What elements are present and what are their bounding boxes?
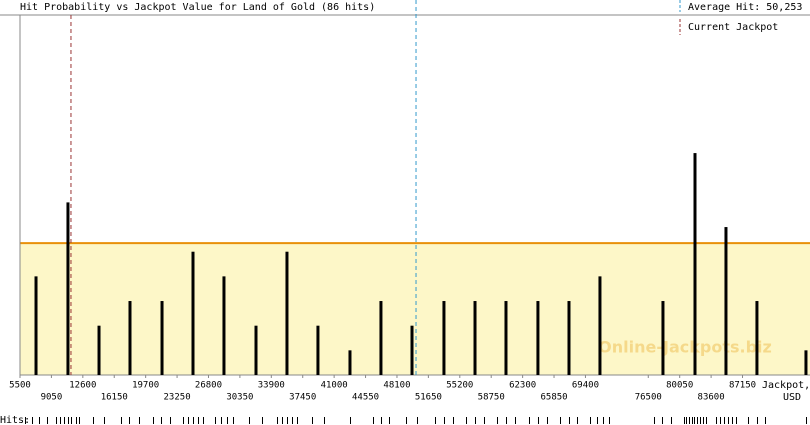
bar	[804, 350, 808, 375]
bar	[34, 276, 38, 375]
bar	[191, 251, 195, 375]
bar	[755, 301, 759, 375]
bar	[567, 301, 571, 375]
x-tick-label: 33900	[258, 381, 285, 391]
bar	[442, 301, 446, 375]
bar	[66, 202, 70, 375]
x-tick-label: 87150	[729, 381, 756, 391]
x-tick-label: 65850	[540, 393, 567, 403]
x-tick-label: 69400	[572, 381, 599, 391]
bar	[316, 325, 320, 375]
x-tick-label: 62300	[509, 381, 536, 391]
x-tick-label: 5500	[9, 381, 31, 391]
hits-label: Hits:	[0, 415, 30, 425]
bar	[128, 301, 132, 375]
bar	[410, 325, 414, 375]
x-tick-label: 19700	[132, 381, 159, 391]
bar	[724, 227, 728, 375]
watermark: Online-Jackpots.biz	[598, 338, 772, 357]
bar	[285, 251, 289, 375]
x-tick-label: 30350	[226, 393, 253, 403]
bar	[693, 153, 697, 375]
x-tick-label: 48100	[383, 381, 410, 391]
bar	[504, 301, 508, 375]
x-tick-label: 26800	[195, 381, 222, 391]
x-tick-label: 9050	[41, 393, 63, 403]
average-band	[20, 243, 810, 375]
x-tick-label: 76500	[635, 393, 662, 403]
x-tick-label: 58750	[478, 393, 505, 403]
x-tick-label: 44550	[352, 393, 379, 403]
bar	[348, 350, 352, 375]
x-tick-label: 12600	[69, 381, 96, 391]
x-tick-label: 51650	[415, 393, 442, 403]
bar	[379, 301, 383, 375]
x-axis-label: Jackpot,	[762, 380, 810, 391]
chart-title: Hit Probability vs Jackpot Value for Lan…	[20, 2, 375, 13]
x-tick-label: 83600	[698, 393, 725, 403]
bar	[97, 325, 101, 375]
bar	[160, 301, 164, 375]
bar	[222, 276, 226, 375]
bar	[661, 301, 665, 375]
x-tick-label: 55200	[446, 381, 473, 391]
bar	[254, 325, 258, 375]
x-tick-label: 16150	[101, 393, 128, 403]
x-axis-label: USD	[783, 392, 801, 403]
x-tick-label: 80050	[666, 381, 693, 391]
bar	[473, 301, 477, 375]
x-tick-label: 23250	[164, 393, 191, 403]
x-tick-label: 37450	[289, 393, 316, 403]
bar	[536, 301, 540, 375]
legend-average: Average Hit: 50,253	[688, 2, 802, 13]
bar	[598, 276, 602, 375]
x-tick-label: 41000	[321, 381, 348, 391]
legend-current: Current Jackpot	[688, 22, 778, 33]
